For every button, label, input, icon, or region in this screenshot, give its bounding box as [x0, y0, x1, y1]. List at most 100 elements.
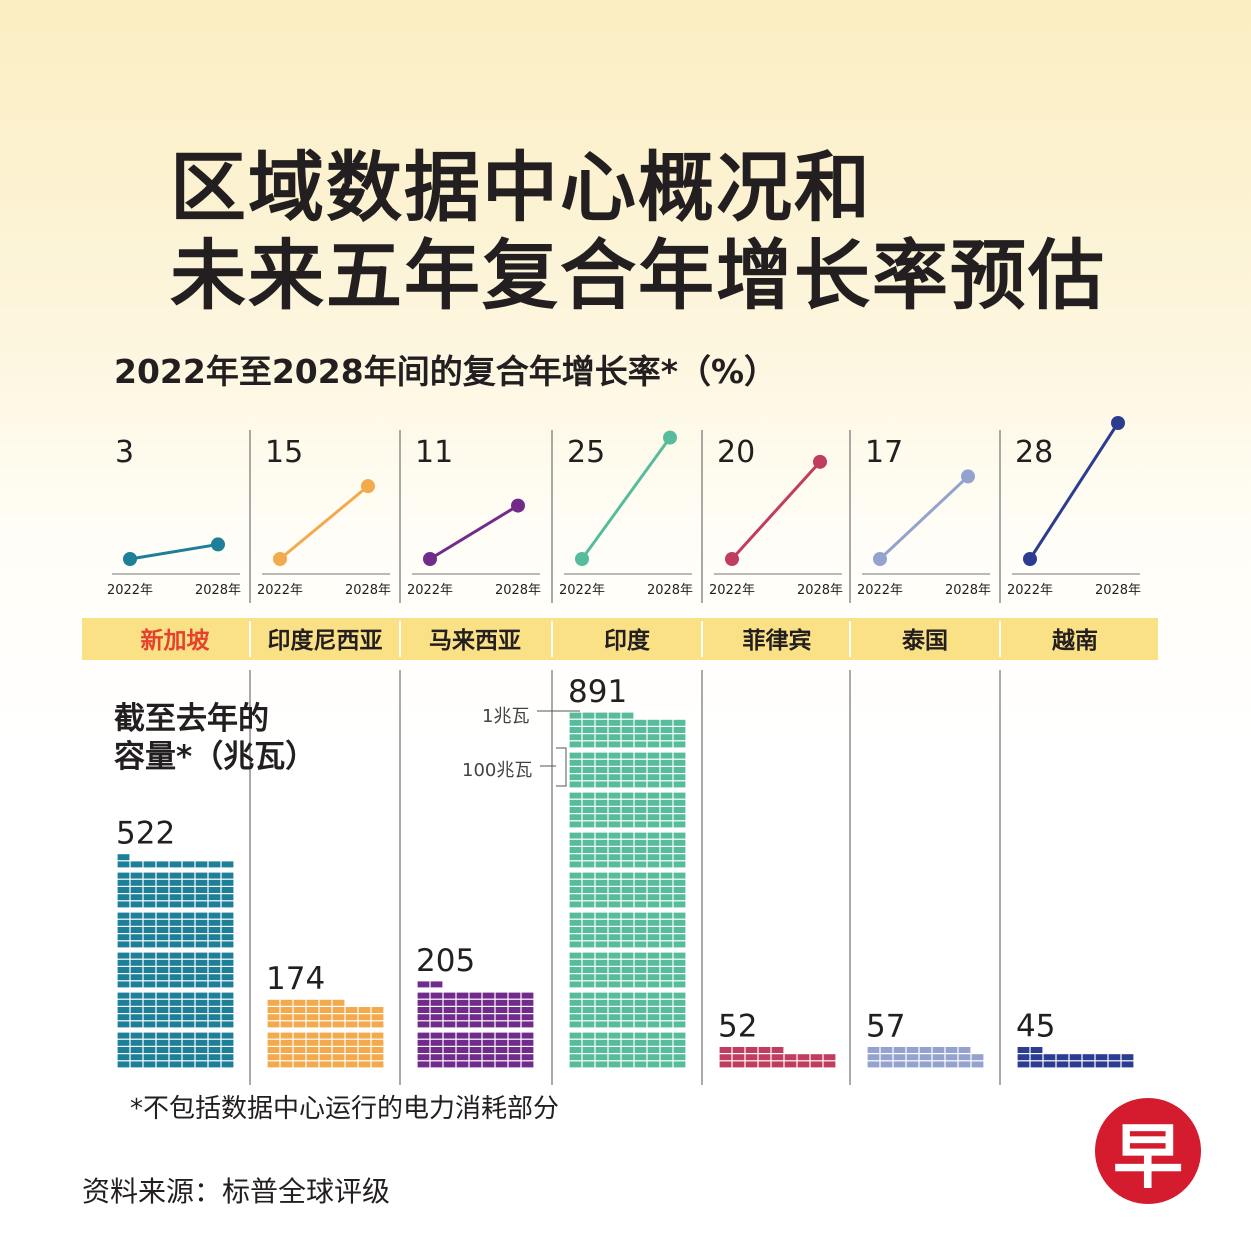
capacity-cell [634, 807, 647, 813]
capacity-cell [647, 741, 660, 748]
capacity-cell [456, 1047, 469, 1053]
capacity-cell [267, 1021, 280, 1028]
capacity-cell [660, 872, 673, 879]
capacity-cell [634, 872, 647, 879]
capacity-cell [673, 894, 686, 901]
capacity-cell [130, 974, 143, 981]
capacity-cell [482, 1032, 495, 1039]
capacity-cell [660, 887, 673, 893]
capacity-cell [595, 1014, 608, 1021]
capacity-cell [169, 941, 182, 948]
capacity-cell [745, 1061, 758, 1068]
capacity-cell [621, 992, 634, 999]
capacity-cell [117, 1007, 130, 1013]
capacity-label-line-2: 容量*（兆瓦） [114, 739, 317, 775]
capacity-cell [660, 814, 673, 821]
capacity-cell [660, 901, 673, 908]
capacity-cell [443, 1032, 456, 1039]
capacity-cell [143, 952, 156, 959]
capacity-cell [673, 927, 686, 933]
capacity-cell [932, 1061, 945, 1068]
capacity-cell [595, 792, 608, 799]
capacity-cell [182, 879, 195, 886]
capacity-cell [195, 879, 208, 886]
capacity-cell [117, 912, 130, 919]
tick-label-2028: 2028年 [195, 583, 241, 598]
capacity-cell [371, 1054, 384, 1061]
capacity-cell [660, 854, 673, 861]
capacity-cell [221, 887, 234, 893]
capacity-cell [673, 774, 686, 781]
capacity-cell [156, 861, 169, 868]
capacity-cell [306, 1061, 319, 1068]
capacity-cell [771, 1061, 784, 1068]
capacity-cell [182, 959, 195, 966]
capacity-value: 522 [116, 816, 175, 852]
capacity-cell [673, 934, 686, 941]
capacity-cell [595, 774, 608, 781]
capacity-cell [634, 727, 647, 733]
capacity-cell [608, 854, 621, 861]
capacity-cell [208, 879, 221, 886]
capacity-cell [417, 1032, 430, 1039]
capacity-cell [306, 1047, 319, 1053]
capacity-cell [621, 752, 634, 759]
capacity-cell [130, 1014, 143, 1021]
capacity-cell [117, 854, 130, 861]
capacity-cell [195, 1039, 208, 1046]
capacity-cell [508, 999, 521, 1006]
capacity-cell [169, 959, 182, 966]
capacity-cell [169, 1054, 182, 1061]
capacity-cell [621, 847, 634, 853]
capacity-cell [673, 872, 686, 879]
capacity-cell [208, 1054, 221, 1061]
capacity-cell [880, 1061, 893, 1068]
capacity-cell [469, 992, 482, 999]
capacity-cell [182, 1047, 195, 1053]
capacity-cell [569, 774, 582, 781]
cagr-point-2028 [1111, 416, 1125, 430]
capacity-cell [660, 799, 673, 806]
capacity-cell [208, 959, 221, 966]
capacity-cell [521, 1014, 534, 1021]
capacity-cell [660, 767, 673, 773]
capacity-cell [621, 839, 634, 846]
capacity-cell [293, 1021, 306, 1028]
capacity-cell [221, 1047, 234, 1053]
capacity-cell [608, 832, 621, 839]
capacity-cell [117, 879, 130, 886]
cagr-point-2028 [813, 454, 827, 469]
capacity-cell [673, 832, 686, 839]
capacity-cell [267, 1014, 280, 1021]
capacity-cell [569, 839, 582, 846]
tick-label-2022: 2022年 [709, 583, 755, 598]
capacity-cell [569, 781, 582, 788]
tick-label-2022: 2022年 [407, 583, 453, 598]
capacity-cell [582, 719, 595, 726]
capacity-cell [673, 854, 686, 861]
capacity-cell [771, 1047, 784, 1053]
capacity-cell [208, 887, 221, 893]
capacity-cell [673, 799, 686, 806]
capacity-cell [130, 981, 143, 988]
capacity-cell [195, 861, 208, 868]
capacity-cell [647, 734, 660, 741]
capacity-cell [169, 1047, 182, 1053]
capacity-cell [430, 999, 443, 1006]
capacity-cell [156, 919, 169, 926]
capacity-cell [208, 974, 221, 981]
capacity-cell [673, 959, 686, 966]
capacity-cell [595, 934, 608, 941]
capacity-cell [280, 999, 293, 1006]
capacity-cell [569, 981, 582, 988]
capacity-cell [660, 1039, 673, 1046]
capacity-cell [647, 792, 660, 799]
capacity-cell [595, 832, 608, 839]
capacity-cell [345, 1054, 358, 1061]
capacity-cell [582, 999, 595, 1006]
capacity-cell [143, 872, 156, 879]
capacity-cell [621, 912, 634, 919]
capacity-cell [608, 807, 621, 813]
capacity-cell [582, 934, 595, 941]
capacity-cell [582, 919, 595, 926]
